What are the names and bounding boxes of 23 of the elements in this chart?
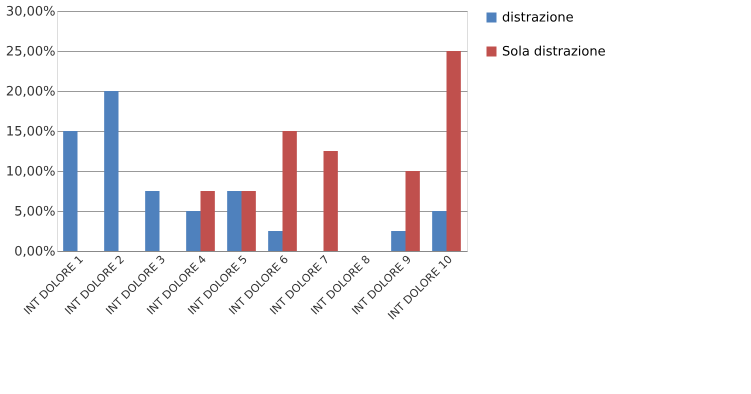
bar: [268, 231, 282, 251]
y-tick-label: 0,00%: [14, 244, 56, 260]
bar: [145, 191, 160, 251]
y-tick-label: 30,00%: [6, 4, 56, 20]
bar: [63, 131, 78, 251]
y-tick-label: 25,00%: [6, 44, 56, 60]
legend-label: distrazione: [502, 10, 574, 26]
bar: [186, 211, 200, 251]
bar: [432, 211, 446, 251]
y-tick-label: 15,00%: [6, 124, 56, 140]
bar: [324, 151, 338, 251]
y-tick-label: 20,00%: [6, 84, 56, 100]
bar: [242, 191, 256, 251]
bar: [104, 91, 118, 251]
bar: [282, 131, 297, 251]
legend-label: Sola distrazione: [502, 44, 606, 60]
bar: [391, 231, 406, 251]
bar: [227, 191, 242, 251]
y-tick-label: 10,00%: [6, 164, 56, 180]
bar: [446, 51, 461, 251]
y-tick-label: 5,00%: [14, 204, 56, 220]
bar: [200, 191, 215, 251]
bar: [406, 171, 420, 251]
